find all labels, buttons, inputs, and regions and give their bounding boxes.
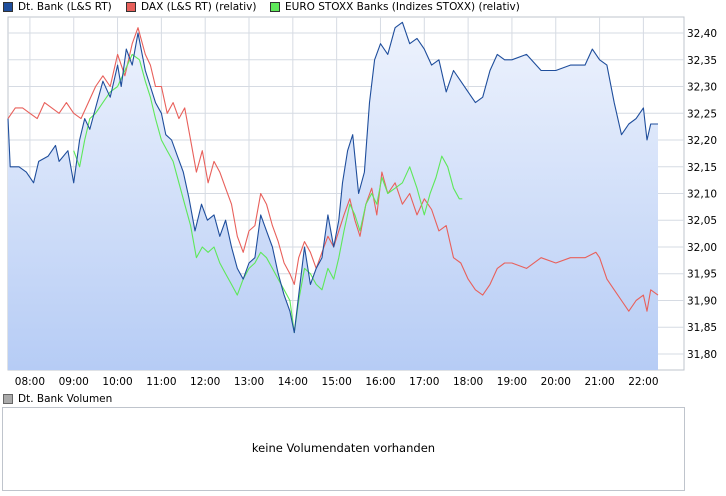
x-tick-label: 19:00 — [497, 376, 527, 388]
y-axis-tick-labels: 31,80 31,85 31,90 31,95 32,00 32,05 32,10 32,15… — [687, 28, 717, 361]
legend-swatch-dax — [126, 2, 136, 12]
volume-legend[interactable]: Dt. Bank Volumen — [3, 393, 112, 405]
legend-item-dt-bank[interactable]: Dt. Bank (L&S RT) — [3, 1, 112, 13]
x-tick-label: 21:00 — [584, 376, 614, 388]
y-tick-label: 31,80 — [687, 349, 717, 361]
volume-empty-message: keine Volumendaten vorhanden — [251, 441, 436, 455]
y-tick-label: 31,90 — [687, 295, 717, 307]
legend-label-dax: DAX (L&S RT) (relativ) — [141, 1, 257, 13]
legend-item-euro-stoxx-banks[interactable]: EURO STOXX Banks (Indizes STOXX) (relati… — [270, 1, 520, 13]
y-tick-label: 32,35 — [687, 55, 717, 67]
series-line-euro-stoxx-banks — [73, 53, 463, 334]
x-tick-label: 12:00 — [190, 376, 220, 388]
y-tick-label: 31,95 — [687, 269, 717, 281]
x-tick-label: 20:00 — [541, 376, 571, 388]
x-tick-label: 09:00 — [59, 376, 89, 388]
x-tick-label: 18:00 — [453, 376, 483, 388]
legend-swatch-dt-bank — [3, 2, 13, 12]
y-tick-label: 31,85 — [687, 322, 717, 334]
y-tick-label: 32,20 — [687, 135, 717, 147]
volume-panel: keine Volumendaten vorhanden — [2, 407, 685, 491]
x-axis-tick-labels: 08:00 09:00 10:00 11:00 12:00 13:00 14:00 15:00… — [15, 376, 659, 388]
legend-swatch-euro-stoxx-banks — [270, 2, 280, 12]
legend-label-dt-bank: Dt. Bank (L&S RT) — [18, 1, 112, 13]
x-tick-label: 15:00 — [322, 376, 352, 388]
legend-item-dax[interactable]: DAX (L&S RT) (relativ) — [126, 1, 256, 13]
y-tick-label: 32,00 — [687, 242, 717, 254]
y-tick-label: 32,30 — [687, 82, 717, 94]
x-tick-label: 22:00 — [628, 376, 658, 388]
series-area-dt-bank — [8, 22, 658, 371]
volume-legend-swatch — [3, 394, 13, 404]
x-tick-label: 16:00 — [365, 376, 395, 388]
x-tick-label: 08:00 — [15, 376, 45, 388]
y-tick-label: 32,05 — [687, 215, 717, 227]
legend-label-euro-stoxx-banks: EURO STOXX Banks (Indizes STOXX) (relati… — [285, 1, 520, 13]
x-tick-label: 14:00 — [278, 376, 308, 388]
price-chart: 31,80 31,85 31,90 31,95 32,00 32,05 32,10 32,15… — [7, 16, 717, 388]
volume-legend-label: Dt. Bank Volumen — [18, 393, 113, 405]
y-tick-label: 32,25 — [687, 108, 717, 120]
y-tick-label: 32,10 — [687, 189, 717, 201]
x-tick-label: 11:00 — [146, 376, 176, 388]
y-tick-label: 32,40 — [687, 28, 717, 40]
x-tick-label: 10:00 — [102, 376, 132, 388]
x-tick-label: 17:00 — [409, 376, 439, 388]
series-lines — [7, 21, 659, 334]
series-line-dt-bank — [7, 21, 658, 334]
y-tick-label: 32,15 — [687, 162, 717, 174]
area-fill — [8, 22, 658, 371]
x-tick-label: 13:00 — [234, 376, 264, 388]
